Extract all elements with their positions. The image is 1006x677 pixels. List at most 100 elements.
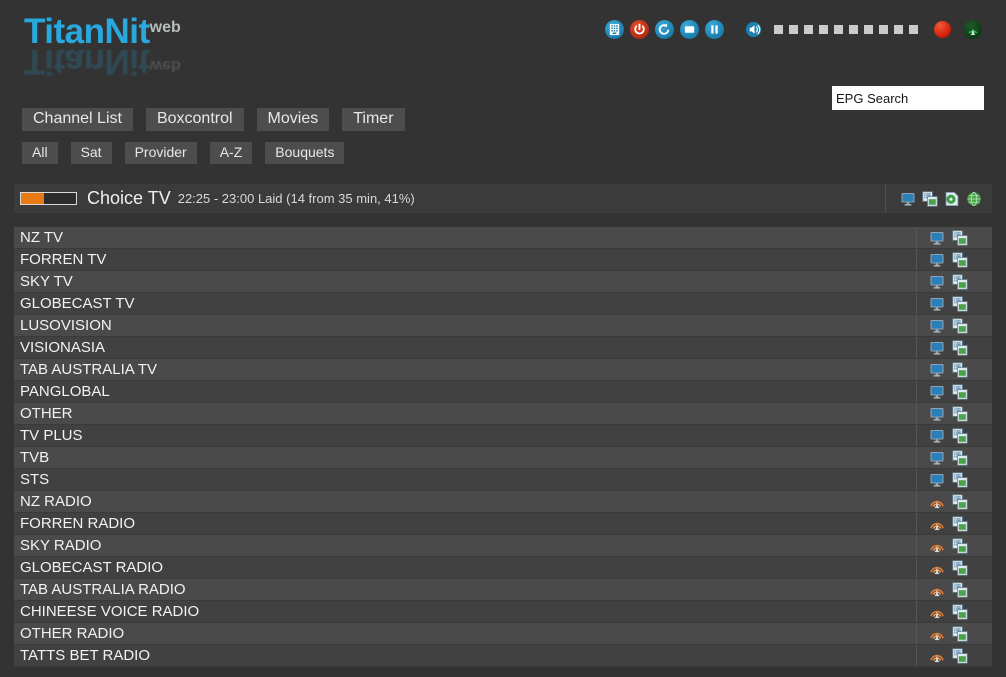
screen-icon[interactable]	[900, 191, 916, 207]
volume-block[interactable]	[834, 25, 843, 34]
radio-icon[interactable]	[929, 582, 945, 598]
epg-list-icon[interactable]	[952, 406, 968, 422]
epg-list-icon[interactable]	[922, 190, 938, 207]
channel-row[interactable]: NZ TV	[14, 227, 992, 249]
screen-icon[interactable]	[929, 472, 945, 488]
power-icon[interactable]	[630, 20, 649, 39]
epg-list-icon[interactable]	[952, 340, 968, 356]
box-control-toolbar[interactable]	[605, 20, 982, 39]
record-disc-icon[interactable]	[944, 191, 960, 207]
tab-channel-list[interactable]: Channel List	[22, 108, 133, 131]
screen-icon[interactable]	[929, 252, 945, 268]
channel-row[interactable]: FORREN TV	[14, 249, 992, 271]
channel-row[interactable]: PANGLOBAL	[14, 381, 992, 403]
epg-list-icon[interactable]	[952, 274, 968, 290]
subtab-a-z[interactable]: A-Z	[209, 142, 253, 164]
volume-block[interactable]	[879, 25, 888, 34]
tab-movies[interactable]: Movies	[256, 108, 330, 131]
subtab-sat[interactable]: Sat	[70, 142, 112, 164]
channel-row[interactable]: NZ RADIO	[14, 491, 992, 513]
channel-row-actions	[916, 557, 992, 578]
epg-list-icon[interactable]	[952, 560, 968, 576]
channel-row[interactable]: TAB AUSTRALIA RADIO	[14, 579, 992, 601]
channel-row[interactable]: FORREN RADIO	[14, 513, 992, 535]
volume-block[interactable]	[909, 25, 918, 34]
epg-list-icon[interactable]	[952, 296, 968, 312]
now-playing-channel: Choice TV	[87, 188, 171, 208]
epg-list-icon[interactable]	[952, 626, 968, 642]
radio-icon[interactable]	[929, 626, 945, 642]
channel-name: TVB	[20, 449, 50, 466]
screen-icon[interactable]	[680, 20, 699, 39]
radio-icon[interactable]	[929, 494, 945, 510]
screen-icon[interactable]	[929, 362, 945, 378]
globe-icon[interactable]	[966, 191, 982, 207]
epg-list-icon[interactable]	[952, 362, 968, 378]
volume-block[interactable]	[819, 25, 828, 34]
channel-row[interactable]: TVB	[14, 447, 992, 469]
volume-block[interactable]	[774, 25, 783, 34]
channel-name: PANGLOBAL	[20, 383, 110, 400]
channel-row-actions	[916, 469, 992, 490]
volume-block[interactable]	[789, 25, 798, 34]
volume-block[interactable]	[864, 25, 873, 34]
screen-icon[interactable]	[929, 450, 945, 466]
epg-list-icon[interactable]	[952, 384, 968, 400]
epg-list-icon[interactable]	[952, 538, 968, 554]
epg-list-icon[interactable]	[952, 252, 968, 268]
channel-row[interactable]: SKY TV	[14, 271, 992, 293]
tab-timer[interactable]: Timer	[342, 108, 405, 131]
channel-row[interactable]: GLOBECAST RADIO	[14, 557, 992, 579]
screen-icon[interactable]	[929, 340, 945, 356]
epg-list-icon[interactable]	[952, 230, 968, 246]
epg-list-icon[interactable]	[952, 582, 968, 598]
screen-icon[interactable]	[929, 406, 945, 422]
channel-row[interactable]: OTHER RADIO	[14, 623, 992, 645]
screen-icon[interactable]	[929, 274, 945, 290]
volume-icon[interactable]	[745, 20, 764, 39]
volume-level-blocks[interactable]	[774, 25, 918, 34]
epg-list-icon[interactable]	[952, 428, 968, 444]
refresh-icon[interactable]	[655, 20, 674, 39]
radio-icon[interactable]	[929, 560, 945, 576]
channel-row[interactable]: OTHER	[14, 403, 992, 425]
epg-list-icon[interactable]	[952, 450, 968, 466]
channel-row[interactable]: CHINEESE VOICE RADIO	[14, 601, 992, 623]
subtab-provider[interactable]: Provider	[124, 142, 197, 164]
keypad-icon[interactable]	[605, 20, 624, 39]
channel-row[interactable]: TV PLUS	[14, 425, 992, 447]
epg-search-input[interactable]	[832, 86, 984, 110]
channel-row[interactable]: GLOBECAST TV	[14, 293, 992, 315]
screen-icon[interactable]	[929, 428, 945, 444]
screen-icon[interactable]	[929, 296, 945, 312]
radio-icon[interactable]	[929, 538, 945, 554]
subtab-all[interactable]: All	[22, 142, 58, 164]
subtab-bouquets[interactable]: Bouquets	[265, 142, 345, 164]
screen-icon[interactable]	[929, 384, 945, 400]
channel-row[interactable]: STS	[14, 469, 992, 491]
tab-boxcontrol[interactable]: Boxcontrol	[145, 108, 244, 131]
screen-icon[interactable]	[929, 318, 945, 334]
signal-icon[interactable]	[963, 20, 982, 39]
channel-row[interactable]: TAB AUSTRALIA TV	[14, 359, 992, 381]
record-icon[interactable]	[934, 21, 951, 38]
radio-icon[interactable]	[929, 516, 945, 532]
radio-icon[interactable]	[929, 648, 945, 664]
epg-list-icon[interactable]	[952, 318, 968, 334]
pause-icon[interactable]	[705, 20, 724, 39]
epg-list-icon[interactable]	[952, 472, 968, 488]
volume-block[interactable]	[894, 25, 903, 34]
volume-block[interactable]	[804, 25, 813, 34]
epg-list-icon[interactable]	[952, 648, 968, 664]
epg-list-icon[interactable]	[952, 494, 968, 510]
channel-row[interactable]: LUSOVISION	[14, 315, 992, 337]
channel-row[interactable]: TATTS BET RADIO	[14, 645, 992, 667]
epg-list-icon[interactable]	[952, 516, 968, 532]
channel-row[interactable]: SKY RADIO	[14, 535, 992, 557]
now-playing-actions	[885, 184, 992, 213]
radio-icon[interactable]	[929, 604, 945, 620]
screen-icon[interactable]	[929, 230, 945, 246]
volume-block[interactable]	[849, 25, 858, 34]
epg-list-icon[interactable]	[952, 604, 968, 620]
channel-row[interactable]: VISIONASIA	[14, 337, 992, 359]
